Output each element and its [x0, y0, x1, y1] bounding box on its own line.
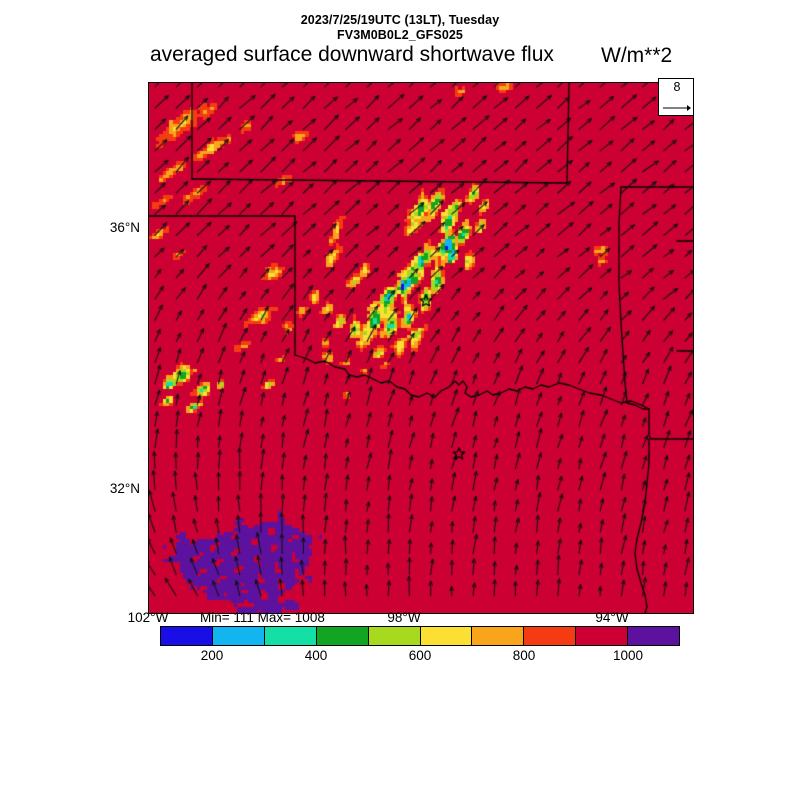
- datetime-title: 2023/7/25/19UTC (13LT), Tuesday: [300, 13, 500, 27]
- colorbar-segment: [212, 627, 265, 645]
- colorbar-tick-label: 200: [200, 648, 224, 663]
- colorbar-segment: [368, 627, 421, 645]
- colorbar-segment: [524, 627, 577, 645]
- colorbar-segment: [472, 627, 525, 645]
- map-raster: [149, 83, 693, 613]
- longitude-tick-label: 102°W: [127, 610, 169, 625]
- colorbar: [160, 626, 680, 646]
- model-title: FV3M0B0L2_GFS025: [337, 28, 463, 42]
- colorbar-tick-label: 400: [304, 648, 328, 663]
- colorbar-segment: [420, 627, 473, 645]
- arrow-right-icon: [663, 105, 691, 111]
- vector-key-value: 8: [673, 80, 681, 94]
- latitude-tick-label: 36°N: [109, 220, 140, 235]
- map-panel: [148, 82, 694, 614]
- latitude-tick-label: 32°N: [109, 481, 140, 496]
- colorbar-segment: [576, 627, 629, 645]
- colorbar-tick-label: 800: [512, 648, 536, 663]
- colorbar-segment: [628, 627, 680, 645]
- longitude-tick-label: 94°W: [595, 610, 629, 625]
- page-title: averaged surface downward shortwave flux: [150, 43, 554, 66]
- colorbar-segment: [264, 627, 317, 645]
- colorbar-tick-label: 1000: [612, 648, 644, 663]
- colorbar-segment: [316, 627, 369, 645]
- vector-reference-key: 8: [658, 78, 694, 116]
- colorbar-segment: [161, 627, 213, 645]
- units-label: W/m**2: [601, 44, 673, 67]
- colorbar-tick-label: 600: [408, 648, 432, 663]
- longitude-tick-label: 98°W: [387, 610, 421, 625]
- minmax-stats: Min= 111 Max= 1008: [200, 610, 325, 625]
